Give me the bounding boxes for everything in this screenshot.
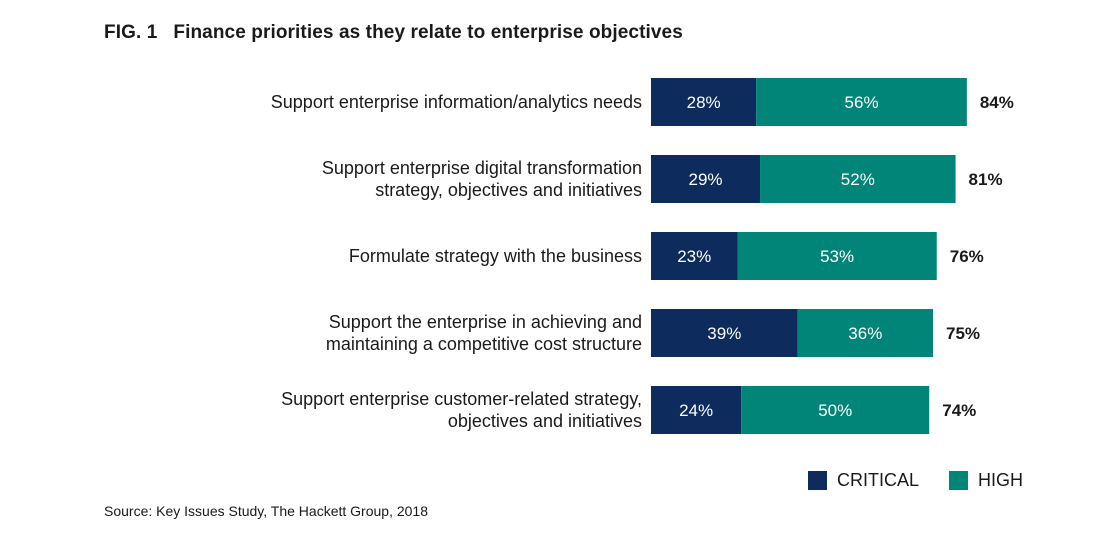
category-label-2: Support enterprise digital transformatio…	[322, 158, 642, 200]
figure-title: FIG. 1 Finance priorities as they relate …	[104, 22, 683, 44]
legend-label-critical: CRITICAL	[837, 470, 920, 490]
category-label-4: Support the enterprise in achieving and m…	[326, 312, 642, 354]
data-label-critical-2: 29%	[689, 170, 723, 189]
data-label-critical-5: 24%	[679, 401, 713, 420]
total-label-4: 75%	[946, 324, 980, 343]
category-label-3: Formulate strategy with the business	[349, 246, 642, 266]
category-label-line: maintaining a competitive cost structure	[326, 334, 642, 354]
category-label-line: Support enterprise customer-related stra…	[281, 389, 642, 409]
category-label-line: strategy, objectives and initiatives	[375, 180, 642, 200]
data-label-critical-1: 28%	[687, 93, 721, 112]
bar-critical-2	[651, 155, 761, 203]
data-label-high-2: 52%	[841, 170, 875, 189]
bar-high-3	[737, 232, 937, 280]
data-label-high-1: 56%	[845, 93, 879, 112]
bar-critical-4	[651, 309, 798, 357]
data-label-high-5: 50%	[818, 401, 852, 420]
total-label-5: 74%	[942, 401, 976, 420]
chart-legend: CRITICAL HIGH	[808, 470, 1023, 491]
data-label-high-3: 53%	[820, 247, 854, 266]
total-label-3: 76%	[950, 247, 984, 266]
total-label-1: 84%	[980, 93, 1014, 112]
bar-critical-3	[651, 232, 738, 280]
category-label-line: Support enterprise digital transformatio…	[322, 158, 642, 178]
category-label-1: Support enterprise information/analytics…	[271, 92, 642, 112]
bar-high-2	[760, 155, 956, 203]
legend-swatch-high	[949, 471, 969, 490]
category-label-line: objectives and initiatives	[448, 411, 642, 431]
legend-swatch-critical	[808, 471, 827, 490]
legend-item-high: HIGH	[949, 470, 1023, 491]
category-label-5: Support enterprise customer-related stra…	[281, 389, 642, 431]
data-label-critical-3: 23%	[677, 247, 711, 266]
bar-high-5	[741, 386, 930, 434]
bar-high-1	[756, 78, 967, 126]
category-label-line: Formulate strategy with the business	[349, 246, 642, 266]
bar-high-4	[797, 309, 933, 357]
bar-critical-5	[651, 386, 742, 434]
data-label-critical-4: 39%	[707, 324, 741, 343]
category-label-line: Support the enterprise in achieving and	[329, 312, 642, 332]
total-label-2: 81%	[969, 170, 1003, 189]
figure-number: FIG. 1	[104, 22, 158, 43]
figure-title-text: Finance priorities as they relate to ent…	[173, 22, 683, 43]
stacked-bar-chart: Support enterprise information/analytics…	[271, 78, 1014, 434]
bar-critical-1	[651, 78, 757, 126]
legend-label-high: HIGH	[978, 470, 1024, 490]
category-label-line: Support enterprise information/analytics…	[271, 92, 642, 112]
source-note: Source: Key Issues Study, The Hackett Gr…	[104, 503, 428, 519]
legend-item-critical: CRITICAL	[808, 470, 919, 491]
data-label-high-4: 36%	[848, 324, 882, 343]
